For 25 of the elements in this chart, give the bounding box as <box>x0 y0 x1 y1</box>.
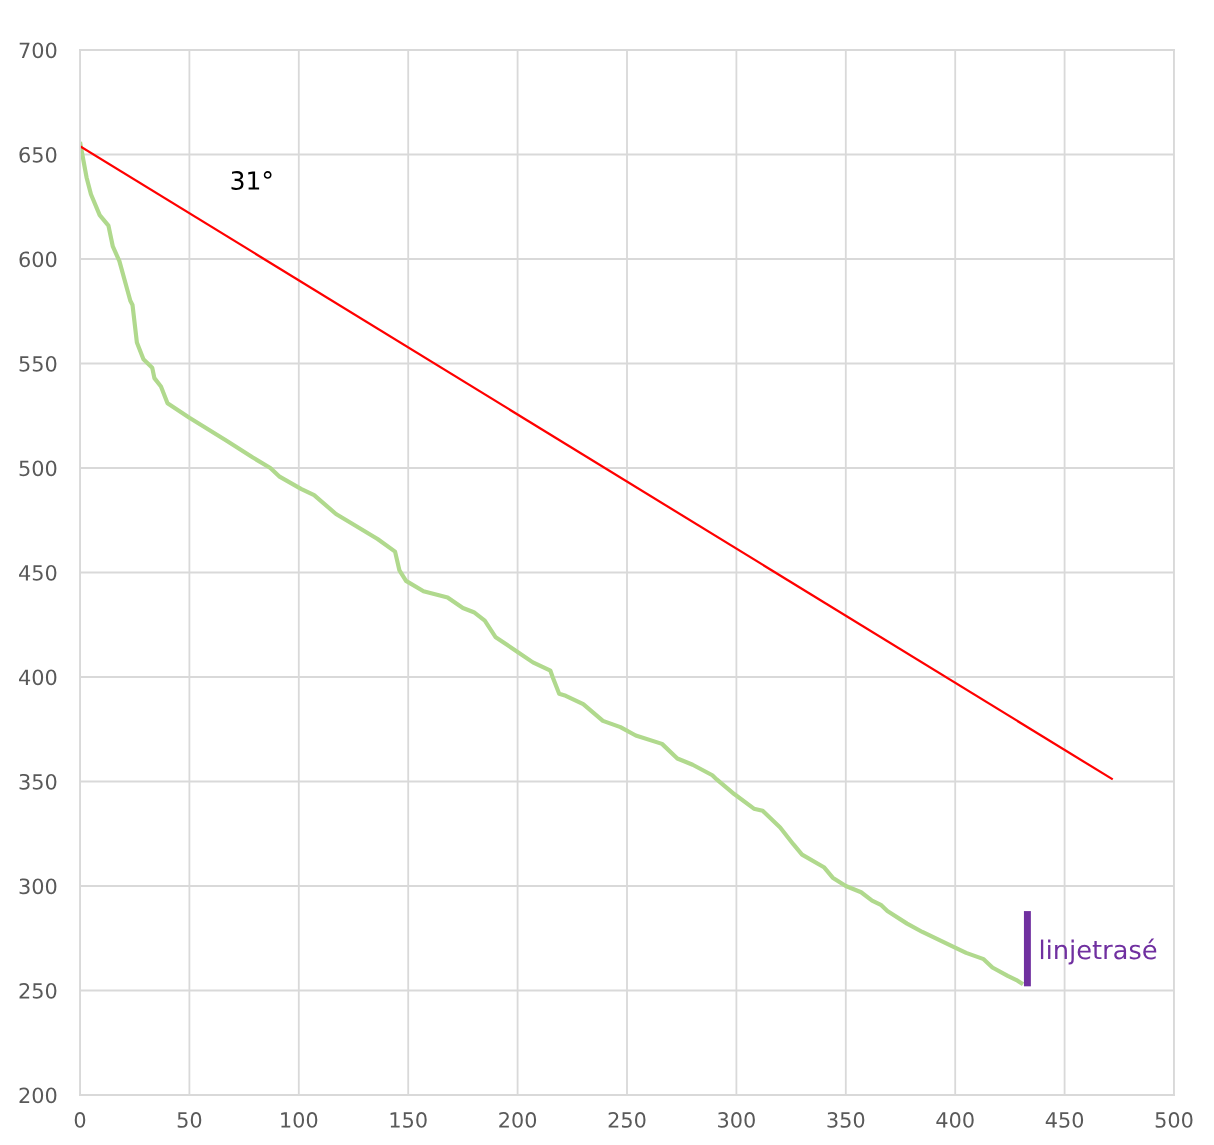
x-tick-label: 150 <box>390 1112 427 1128</box>
y-tick-label: 250 <box>19 982 57 999</box>
y-tick-label: 550 <box>19 355 57 372</box>
x-tick-label: 50 <box>177 1112 202 1128</box>
x-tick-label: 200 <box>499 1112 537 1128</box>
x-tick-label: 350 <box>827 1112 865 1128</box>
y-tick-label: 200 <box>19 1087 57 1104</box>
y-tick-label: 300 <box>19 878 57 895</box>
x-tick-label: 0 <box>74 1112 86 1128</box>
x-tick-label: 300 <box>718 1112 755 1128</box>
y-tick-label: 350 <box>19 773 57 790</box>
x-tick-label: 400 <box>936 1112 974 1128</box>
y-tick-label: 500 <box>19 460 57 477</box>
line-series <box>80 139 1026 987</box>
y-tick-label: 700 <box>19 42 57 59</box>
y-tick-label: 600 <box>19 251 57 268</box>
x-tick-label: 450 <box>1045 1112 1084 1128</box>
x-tick-label: 250 <box>608 1112 646 1128</box>
x-tick-label: 500 <box>1155 1112 1193 1128</box>
y-tick-label: 650 <box>19 146 57 163</box>
annotation: 31° <box>231 171 272 190</box>
y-tick-label: 450 <box>19 564 57 581</box>
series-label: linjetrasé <box>1040 938 1157 965</box>
y-tick-label: 400 <box>19 669 57 686</box>
x-tick-label: 100 <box>281 1112 318 1128</box>
